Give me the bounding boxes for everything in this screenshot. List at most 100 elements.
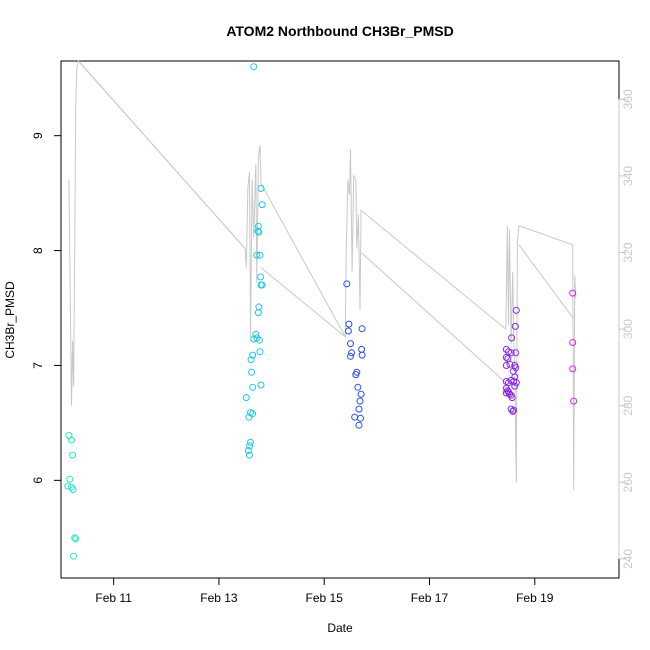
y-tick-label: 7 (31, 362, 45, 369)
data-point (254, 309, 262, 317)
x-tick-label: Feb 11 (95, 591, 132, 605)
x-tick-label: Feb 15 (306, 591, 344, 605)
data-point (358, 345, 366, 353)
data-point (502, 345, 510, 353)
x-tick-label: Feb 19 (516, 591, 554, 605)
data-point (512, 379, 520, 387)
x-axis: Feb 11 Feb 13 Feb 15 Feb 17 Feb 19 (95, 577, 554, 605)
y-axis: 6 7 8 9 (31, 132, 62, 484)
data-point (70, 552, 78, 560)
data-point (355, 421, 363, 429)
data-point (246, 451, 253, 459)
data-point (68, 436, 75, 444)
data-point (69, 486, 77, 493)
data-point (69, 451, 77, 459)
data-point (351, 413, 359, 421)
data-point (255, 228, 263, 236)
data-point (244, 447, 252, 454)
data-point (348, 349, 356, 357)
data-point (356, 397, 364, 405)
data-point (512, 349, 520, 357)
data-point (258, 201, 266, 209)
data-point (256, 251, 264, 259)
data-point (569, 289, 577, 297)
y-tick-label: 9 (31, 132, 45, 139)
data-point (248, 368, 256, 376)
data-point (255, 303, 263, 311)
y-tick-label: 6 (31, 477, 45, 484)
data-point (502, 362, 510, 369)
plot-box (60, 60, 620, 579)
data-point (253, 251, 261, 259)
data-point (257, 273, 264, 281)
y2-tick-label: 280 (621, 395, 635, 415)
data-point (511, 322, 519, 330)
secondary-line-layer (68, 59, 577, 490)
data-point (343, 280, 351, 288)
x-tick-label: Feb 17 (411, 591, 449, 605)
data-point (508, 334, 516, 342)
secondary-line-connector (77, 60, 246, 249)
data-point (72, 535, 80, 543)
data-point (506, 360, 514, 368)
secondary-line-connector (260, 267, 346, 338)
y2-axis: 240 260 280 300 320 340 360 (618, 89, 635, 569)
data-point (246, 442, 253, 450)
data-point (345, 320, 353, 328)
data-point (247, 356, 255, 364)
data-point (569, 339, 577, 346)
data-point (249, 383, 257, 391)
secondary-line-connector (518, 244, 574, 318)
data-point (64, 482, 72, 490)
x-tick-label: Feb 13 (200, 591, 238, 605)
data-point (358, 351, 366, 359)
data-point (250, 63, 258, 71)
data-point (245, 413, 253, 421)
data-point (247, 438, 254, 446)
data-point (508, 394, 516, 402)
data-point (347, 340, 354, 348)
data-point (502, 353, 510, 361)
data-point (352, 371, 360, 379)
y2-tick-label: 320 (621, 242, 635, 262)
y-axis-label: CH3Br_PMSD (3, 281, 17, 359)
data-point (344, 327, 352, 335)
data-point (66, 475, 74, 483)
data-point (71, 534, 79, 542)
data-point (347, 352, 354, 360)
data-point (357, 390, 365, 398)
data-point (358, 325, 366, 333)
secondary-line (68, 59, 577, 490)
data-point (512, 306, 520, 314)
data-point (511, 382, 519, 390)
data-point (355, 405, 363, 413)
y-tick-label: 8 (31, 247, 45, 254)
y2-tick-label: 340 (621, 166, 635, 186)
points-layer (64, 63, 578, 560)
data-point (249, 410, 257, 418)
y2-tick-label: 300 (621, 319, 635, 339)
data-point (357, 414, 364, 422)
secondary-line-connector (360, 252, 507, 384)
data-point (354, 383, 362, 391)
y2-tick-label: 260 (621, 472, 635, 492)
y2-tick-label: 360 (621, 89, 635, 109)
data-point (570, 397, 578, 405)
data-point (249, 351, 257, 359)
data-point (242, 394, 250, 402)
data-point (254, 227, 262, 235)
y2-tick-label: 240 (621, 549, 635, 569)
data-point (504, 355, 512, 363)
chart-title: ATOM2 Northbound CH3Br_PMSD (226, 23, 453, 39)
data-point (257, 381, 265, 389)
data-point (510, 406, 518, 414)
data-point (509, 407, 517, 415)
data-point (258, 281, 266, 289)
data-point (257, 185, 265, 192)
x-axis-label: Date (327, 621, 353, 635)
data-point (507, 349, 515, 357)
data-point (256, 348, 264, 356)
data-point (256, 336, 263, 344)
data-point (569, 365, 577, 373)
